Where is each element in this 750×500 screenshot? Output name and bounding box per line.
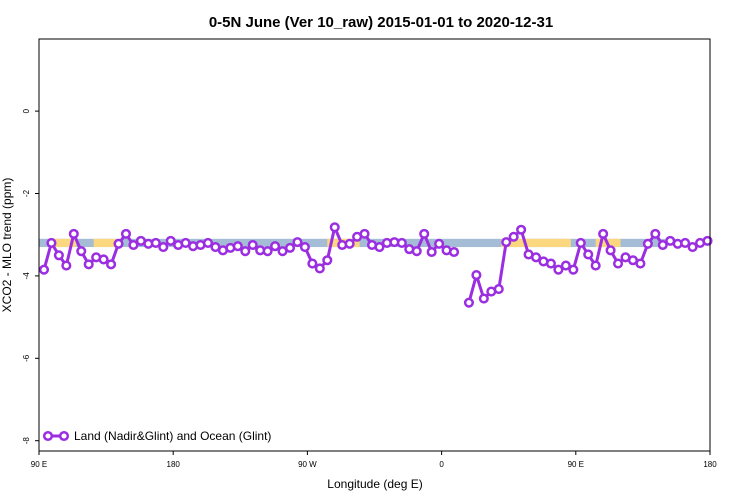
y-tick-label: 0	[22, 108, 31, 113]
x-tick-label: 0	[439, 460, 444, 469]
data-point	[38, 264, 50, 275]
data-point	[657, 239, 668, 251]
data-point	[575, 237, 586, 248]
land-band-segment	[501, 238, 571, 248]
land-band-segment	[93, 238, 117, 248]
data-point	[478, 293, 489, 304]
legend-label: Land (Nadir&Glint) and Ocean (Glint)	[74, 429, 271, 443]
plot-frame	[38, 38, 711, 452]
x-tick-label: 90 W	[298, 460, 317, 469]
data-point	[314, 263, 325, 274]
data-point	[508, 231, 519, 242]
data-point	[590, 260, 601, 271]
x-tick-label: 180	[167, 460, 181, 469]
data-point	[113, 238, 124, 249]
data-point	[150, 237, 161, 248]
x-tick-label: 180	[703, 460, 717, 469]
data-point	[240, 246, 251, 257]
data-point	[76, 246, 87, 257]
data-point	[560, 260, 571, 271]
data-point	[329, 222, 340, 233]
legend: Land (Nadir&Glint) and Ocean (Glint)	[42, 429, 271, 443]
data-point	[612, 258, 624, 269]
series-layer	[38, 222, 713, 308]
data-point	[545, 258, 556, 269]
data-point	[284, 242, 296, 253]
y-tick-label: -4	[22, 272, 31, 280]
data-point	[687, 242, 698, 253]
data-point	[46, 237, 57, 248]
data-point	[292, 237, 303, 248]
data-point	[53, 250, 64, 261]
data-point	[516, 224, 527, 235]
data-point	[471, 270, 482, 281]
data-point	[374, 242, 385, 253]
data-point	[463, 297, 474, 308]
data-point	[553, 264, 564, 275]
land-band-segment	[53, 238, 77, 248]
data-point	[568, 264, 579, 275]
data-point	[202, 237, 214, 248]
data-point	[61, 260, 72, 271]
data-point	[322, 255, 333, 266]
data-point	[598, 228, 609, 239]
x-axis: 90 E 180 90 W 0 90 E 180	[31, 451, 717, 469]
legend-marker	[58, 430, 70, 442]
data-point	[120, 228, 132, 239]
data-point	[411, 246, 422, 257]
data-point	[434, 238, 445, 249]
y-tick-label: -8	[22, 437, 31, 445]
data-point	[68, 228, 79, 239]
data-point	[98, 254, 109, 265]
data-point	[359, 228, 370, 239]
data-point	[299, 242, 310, 253]
data-point	[583, 249, 594, 260]
data-point	[165, 235, 176, 246]
data-point	[650, 228, 661, 239]
y-axis-label: XCO2 - MLO trend (ppm)	[0, 178, 14, 313]
data-point	[83, 259, 94, 270]
data-point	[396, 237, 407, 248]
y-axis: 0 -2 -4 -6 -8	[22, 108, 39, 444]
chart-title: 0-5N June (Ver 10_raw) 2015-01-01 to 202…	[209, 14, 553, 31]
data-point	[262, 246, 273, 257]
data-point	[642, 238, 653, 249]
legend-marker	[42, 430, 54, 442]
data-point	[307, 258, 318, 269]
y-tick-label: -2	[22, 189, 31, 197]
data-point	[232, 241, 243, 252]
data-point	[501, 237, 512, 248]
data-point	[605, 245, 616, 256]
data-point	[426, 246, 437, 258]
data-point	[493, 284, 504, 295]
data-point	[128, 239, 139, 251]
data-point	[344, 238, 355, 249]
data-point	[158, 242, 169, 253]
data-point	[702, 235, 713, 246]
data-point	[635, 258, 646, 269]
data-point	[106, 259, 117, 270]
x-tick-label: 90 E	[568, 460, 584, 469]
x-axis-label: Longitude (deg E)	[327, 477, 422, 491]
data-point	[419, 228, 430, 239]
x-tick-label: 90 E	[31, 460, 47, 469]
data-point	[270, 241, 281, 252]
y-tick-label: -6	[22, 354, 31, 362]
data-point	[680, 237, 691, 248]
data-point	[247, 239, 258, 251]
data-point	[530, 252, 542, 263]
data-point	[448, 246, 460, 258]
